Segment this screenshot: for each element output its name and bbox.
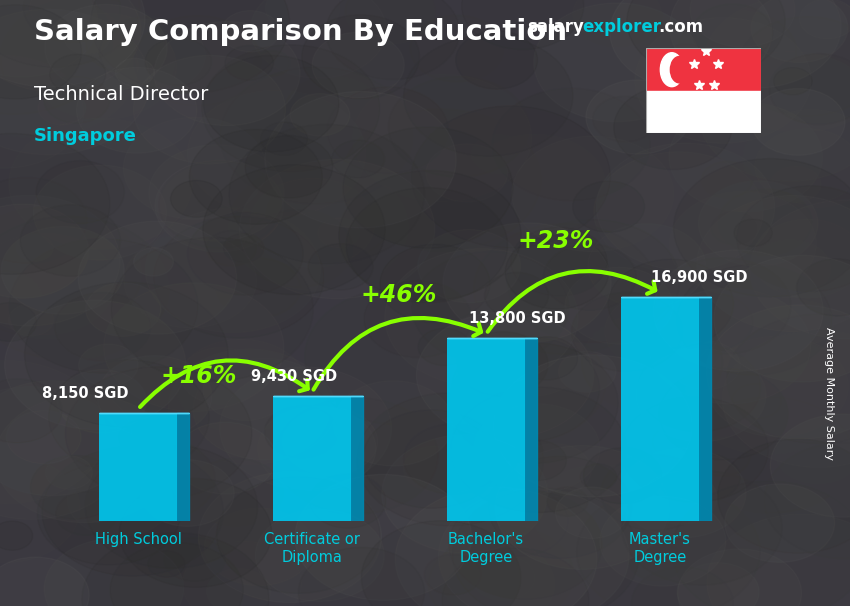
Bar: [99, 413, 178, 521]
Text: +16%: +16%: [161, 364, 237, 388]
Text: +46%: +46%: [361, 284, 437, 307]
Text: Average Monthly Salary: Average Monthly Salary: [824, 327, 834, 461]
Bar: [620, 297, 700, 521]
Text: Salary Comparison By Education: Salary Comparison By Education: [34, 18, 567, 46]
Polygon shape: [525, 338, 537, 521]
Bar: [273, 396, 351, 521]
Text: salary: salary: [527, 18, 584, 36]
Polygon shape: [351, 396, 364, 521]
Text: +23%: +23%: [518, 229, 594, 253]
Circle shape: [660, 53, 683, 87]
Text: 16,900 SGD: 16,900 SGD: [651, 270, 748, 285]
Text: 9,430 SGD: 9,430 SGD: [252, 369, 337, 384]
Text: .com: .com: [659, 18, 704, 36]
Polygon shape: [178, 413, 190, 521]
Text: 8,150 SGD: 8,150 SGD: [42, 386, 129, 401]
Text: 13,800 SGD: 13,800 SGD: [468, 311, 565, 326]
Text: Singapore: Singapore: [34, 127, 137, 145]
Polygon shape: [700, 297, 711, 521]
Bar: [447, 338, 525, 521]
Circle shape: [671, 56, 688, 83]
Text: Technical Director: Technical Director: [34, 85, 208, 104]
Bar: [646, 48, 761, 91]
Text: explorer: explorer: [582, 18, 661, 36]
Bar: [646, 91, 761, 133]
